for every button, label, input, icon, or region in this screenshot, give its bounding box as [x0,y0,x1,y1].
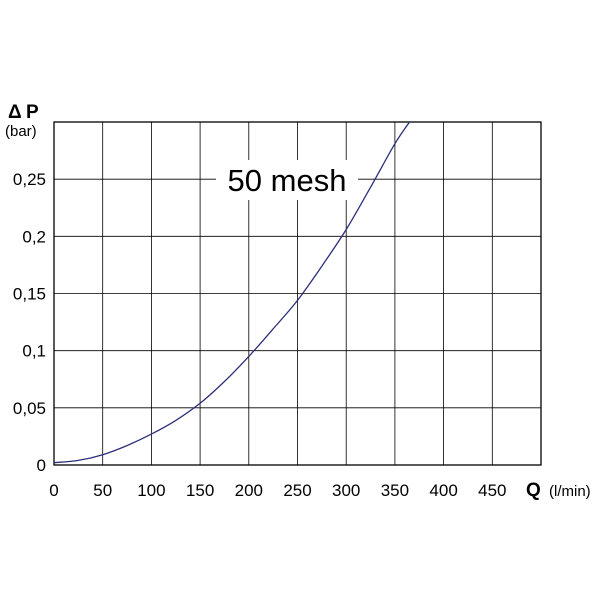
x-tick-label: 350 [381,481,409,500]
x-tick-labels: 0 50 100 150 200 250 300 350 400 450 [49,481,506,500]
y-tick-label: 0,05 [13,399,46,418]
x-tick-label: 450 [478,481,506,500]
x-tick-label: 0 [49,481,58,500]
series-layer [53,121,411,464]
x-tick-label: 400 [429,481,457,500]
x-tick-label: 50 [93,481,112,500]
y-axis-delta-symbol: Δ [8,102,22,123]
y-tick-label: 0,2 [22,227,46,246]
y-tick-labels: 0 0,05 0,1 0,15 0,2 0,25 [13,170,46,475]
x-tick-label: 100 [137,481,165,500]
y-tick-label: 0,25 [13,170,46,189]
annotation-background [216,160,358,200]
y-axis-unit: (bar) [5,123,37,140]
y-axis-label: P [26,102,39,123]
x-tick-label: 250 [283,481,311,500]
series-line [53,121,411,464]
x-axis-unit: (l/min) [549,483,591,500]
y-tick-label: 0,1 [22,342,46,361]
x-axis-label: Q [526,480,541,501]
plot-frame [53,121,542,466]
chart-annotation: 50 mesh [228,163,347,198]
y-tick-label: 0 [37,456,46,475]
x-tick-label: 150 [186,481,214,500]
annotation-group: 50 mesh [216,160,358,200]
x-tick-label: 300 [332,481,360,500]
y-tick-label: 0,15 [13,285,46,304]
x-tick-label: 200 [235,481,263,500]
